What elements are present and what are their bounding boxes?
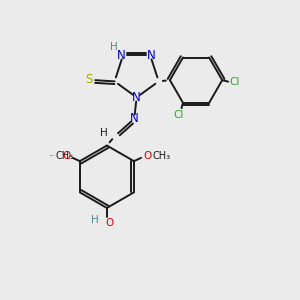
Text: Cl: Cl <box>173 110 184 120</box>
Text: S: S <box>85 74 93 86</box>
Text: H: H <box>110 42 118 52</box>
Text: H: H <box>100 128 108 138</box>
Text: N: N <box>130 112 139 125</box>
Text: Cl: Cl <box>230 76 240 87</box>
Text: O: O <box>143 151 151 161</box>
Text: O: O <box>106 218 114 228</box>
Text: methoxy: methoxy <box>50 154 56 156</box>
Text: O: O <box>63 151 71 161</box>
Text: CH₃: CH₃ <box>56 151 74 161</box>
Text: N: N <box>117 49 126 62</box>
Text: N: N <box>132 91 141 104</box>
Text: H: H <box>91 215 99 225</box>
Text: N: N <box>147 49 156 62</box>
Text: CH₃: CH₃ <box>153 151 171 161</box>
